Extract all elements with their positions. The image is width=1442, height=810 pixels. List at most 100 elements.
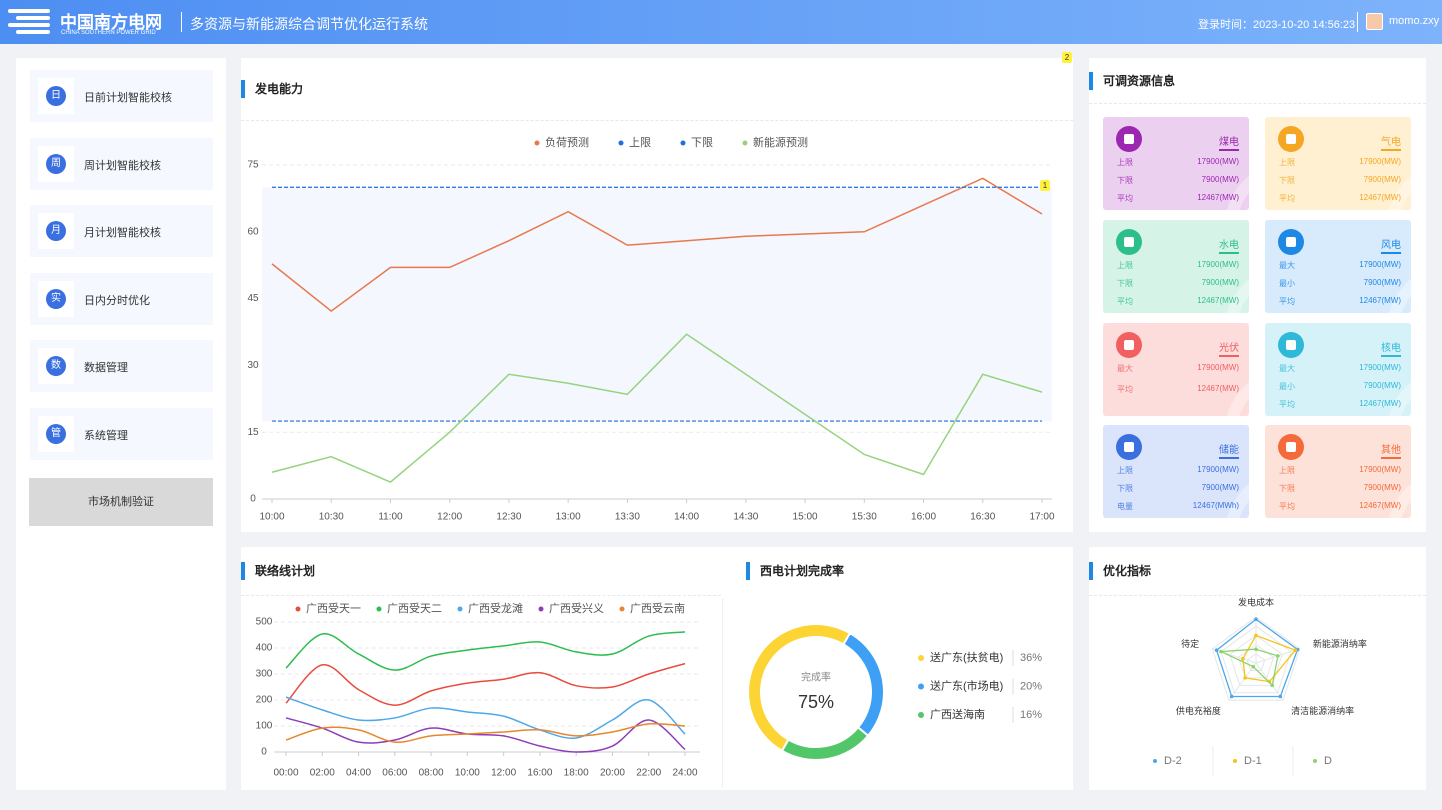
radar-point <box>1293 648 1298 653</box>
center-label: 完成率 <box>801 671 831 684</box>
divider <box>241 120 1073 121</box>
resource-row-label: 平均 <box>1117 297 1133 306</box>
x-tick-label: 12:00 <box>491 768 516 779</box>
radar-spoke <box>1228 662 1257 701</box>
x-tick-label: 04:00 <box>346 768 371 779</box>
radar-area <box>1218 648 1279 687</box>
limit-band <box>262 187 1052 422</box>
menu-icon: 实 <box>46 288 66 309</box>
resource-row-label: 下限 <box>1117 279 1133 288</box>
avatar[interactable] <box>1366 13 1383 30</box>
series-line <box>285 717 686 753</box>
resource-name: 储能 <box>1219 445 1239 459</box>
x-tick-label: 12:30 <box>496 512 521 523</box>
radar-point <box>1270 683 1275 688</box>
menu-item[interactable]: 月 月计划智能校核 <box>30 205 213 258</box>
panel-title: 联络线计划 <box>241 562 315 580</box>
x-tick-label: 18:00 <box>564 768 589 779</box>
resource-row-value: 17900(MW) <box>1197 260 1239 269</box>
y-tick-label: 75 <box>247 160 259 171</box>
y-tick-label: 60 <box>247 226 259 237</box>
resource-row-value: 17900(MW) <box>1197 465 1239 474</box>
resource-row-value: 17900(MW) <box>1359 157 1401 166</box>
legend-marker <box>680 140 686 146</box>
y-tick-label: 45 <box>247 293 259 304</box>
x-tick-label: 14:30 <box>733 512 758 523</box>
menu-label: 数据管理 <box>84 362 128 375</box>
resource-row-label: 平均 <box>1117 385 1133 394</box>
resource-name: 光伏 <box>1219 343 1239 357</box>
menu-icon: 管 <box>46 424 66 444</box>
radar-point <box>1278 694 1283 699</box>
radar-grid <box>1220 625 1292 694</box>
x-tick-label: 10:00 <box>455 768 480 779</box>
menu-label: 系统管理 <box>84 430 128 442</box>
resource-row-value: 17900(MW) <box>1197 363 1239 372</box>
menu-item[interactable]: 日 日前计划智能校核 <box>30 70 213 122</box>
x-tick-label: 22:00 <box>636 768 661 779</box>
separator <box>1357 12 1358 32</box>
legend-label: D-2 <box>1164 755 1182 767</box>
value-label: 20% <box>1020 680 1042 692</box>
x-tick-label: 11:00 <box>378 512 403 523</box>
menu-item[interactable]: 周 周计划智能校核 <box>30 137 213 190</box>
x-tick-label: 14:00 <box>674 512 699 523</box>
legend-marker <box>618 140 624 146</box>
resource-icon-glyph <box>1124 237 1134 247</box>
resource-row-value: 12467(MW) <box>1359 296 1401 305</box>
resource-name: 核电 <box>1381 343 1401 357</box>
y-tick-label: 300 <box>256 669 273 680</box>
legend-label: 送广东(扶贫电) <box>930 650 1003 664</box>
x-tick-label: 16:00 <box>527 768 552 779</box>
x-tick-label: 00:00 <box>273 768 298 779</box>
tieline-panel <box>241 547 1073 790</box>
resource-name: 其他 <box>1381 445 1401 459</box>
legend-label: 广西受兴义 <box>549 602 604 615</box>
legend-marker <box>376 606 382 612</box>
logo-text: 中国南方电网 <box>60 13 162 32</box>
x-tick-label: 17:00 <box>1029 512 1054 523</box>
resource-row-value: 12467(MW) <box>1359 399 1401 408</box>
legend-label: D-1 <box>1244 755 1262 767</box>
radar-grid <box>1237 643 1275 679</box>
legend-marker <box>538 606 544 612</box>
resource-row-value: 12467(MW) <box>1197 384 1239 393</box>
resource-name: 风电 <box>1381 240 1401 254</box>
resource-icon-glyph <box>1124 340 1134 350</box>
legend-marker <box>1153 759 1157 763</box>
legend-label: 下限 <box>691 136 713 149</box>
panel-title: 优化指标 <box>1089 562 1151 580</box>
legend-marker <box>534 140 540 146</box>
menu-button[interactable]: 市场机制验证 <box>29 478 213 526</box>
radar-panel <box>1089 547 1426 790</box>
legend-marker <box>918 712 924 718</box>
radar-axis-label: 新能源消纳率 <box>1313 638 1367 649</box>
radar-point <box>1241 656 1245 661</box>
badge-text: 1 <box>1043 181 1048 190</box>
x-tick-label: 06:00 <box>382 768 407 779</box>
legend-marker <box>918 655 924 661</box>
y-tick-label: 0 <box>261 747 267 758</box>
series-line <box>285 631 686 671</box>
resource-row-value: 7900(MW) <box>1201 175 1239 184</box>
radar-axis-label: 发电成本 <box>1238 597 1274 608</box>
menu-item[interactable]: 管 系统管理 <box>30 408 213 460</box>
separator <box>181 12 182 32</box>
resource-row-label: 最大 <box>1279 364 1295 373</box>
radar-point <box>1254 647 1258 651</box>
resource-row-value: 17900(MW) <box>1359 465 1401 474</box>
x-tick-label: 10:30 <box>319 512 344 523</box>
resource-icon-glyph <box>1286 442 1296 452</box>
legend-label: 广西受云南 <box>630 602 685 615</box>
menu-item[interactable]: 实 日内分时优化 <box>30 272 213 325</box>
value-label: 36% <box>1020 652 1042 664</box>
resource-row-label: 电量 <box>1117 502 1133 511</box>
menu-label: 日内分时优化 <box>84 294 150 307</box>
menu-label: 周计划智能校核 <box>84 159 161 172</box>
radar-point <box>1276 654 1280 658</box>
legend-label: 广西受天二 <box>387 602 442 615</box>
user-name[interactable]: momo.zxy <box>1389 15 1440 27</box>
radar-axis-label: 待定 <box>1181 638 1199 649</box>
resource-row-value: 7900(MW) <box>1363 381 1401 390</box>
menu-item[interactable]: 数 数据管理 <box>30 340 213 393</box>
